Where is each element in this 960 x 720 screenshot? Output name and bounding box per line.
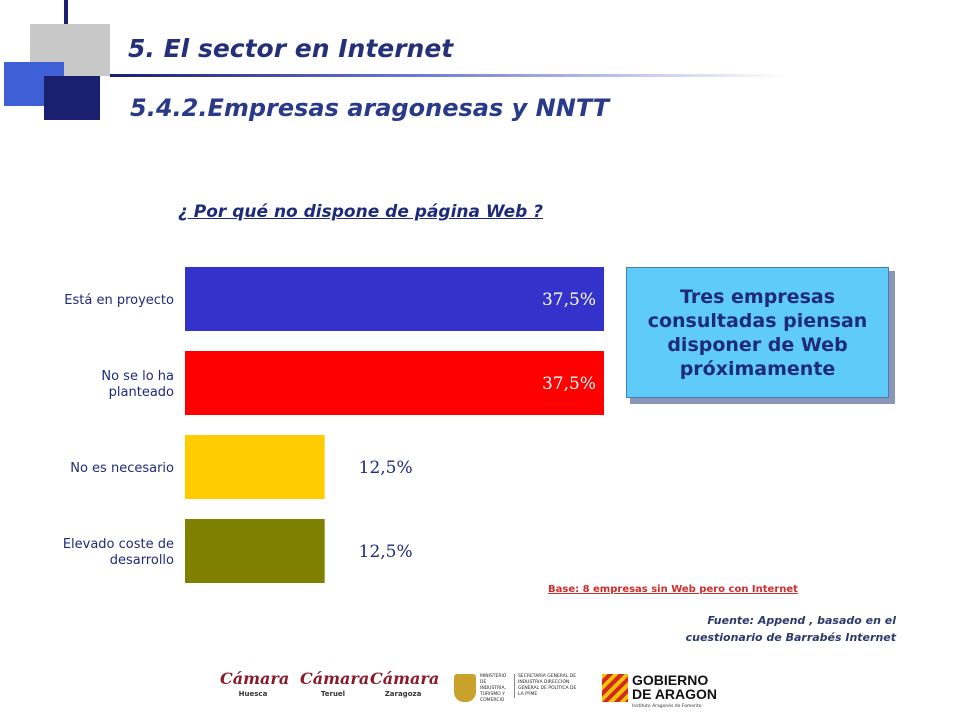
gobierno-wordmark: GOBIERNO DE ARAGON xyxy=(632,673,717,701)
ministerio-text: MINISTERIO DE INDUSTRIA, TURISMO Y COMER… xyxy=(480,674,507,703)
data-label-3: 12,5% xyxy=(359,542,413,562)
page-subtitle: 5.4.2.Empresas aragonesas y NNTT xyxy=(130,94,610,122)
secretaria-text: SECRETARÍA GENERAL DE INDUSTRIA DIRECCIÓ… xyxy=(514,674,578,698)
category-label-3: Elevado coste de desarrollo xyxy=(63,537,174,568)
gobierno-line-2: DE ARAGON xyxy=(632,686,718,702)
category-label-2: No es necesario xyxy=(70,461,174,476)
gobierno-institute: Instituto Aragonés de Fomento xyxy=(632,704,702,709)
camara-city: Huesca xyxy=(238,690,268,698)
ministerio-logo: MINISTERIO DE INDUSTRIA, TURISMO Y COMER… xyxy=(454,670,590,708)
camara-word: Cámara xyxy=(220,669,290,688)
callout-box: Tres empresas consultadas piensan dispon… xyxy=(626,267,889,398)
decorative-header-rule xyxy=(110,74,790,77)
camara-zaragoza-logo: Cámara Zaragoza xyxy=(370,669,440,699)
sponsor-logos: Cámara Huesca Cámara Teruel Cámara Zarag… xyxy=(220,670,720,714)
data-label-0: 37,5% xyxy=(542,290,596,310)
source-line-2: cuestionario de Barrabés Internet xyxy=(685,631,896,644)
source-line-1: Fuente: Append , basado en el xyxy=(707,614,896,627)
spain-shield-icon xyxy=(454,674,476,702)
camara-city: Teruel xyxy=(320,690,346,698)
data-label-1: 37,5% xyxy=(542,374,596,394)
camara-huesca-logo: Cámara Huesca xyxy=(220,669,290,699)
bar-0 xyxy=(185,267,604,331)
data-label-2: 12,5% xyxy=(359,458,413,478)
aragon-flag-icon xyxy=(602,674,628,702)
gobierno-aragon-logo: GOBIERNO DE ARAGON Instituto Aragonés de… xyxy=(602,670,722,714)
category-label-1: No se lo ha planteado xyxy=(101,369,174,400)
bar-1 xyxy=(185,351,604,415)
decorative-navy-square xyxy=(44,76,100,120)
camara-city: Zaragoza xyxy=(384,690,422,698)
chart-question: ¿ Por qué no dispone de página Web ? xyxy=(178,202,544,222)
category-label-0: Está en proyecto xyxy=(64,293,174,308)
gobierno-line-1: GOBIERNO xyxy=(632,672,709,688)
base-note-link[interactable]: Base: 8 empresas sin Web pero con Intern… xyxy=(548,584,798,595)
source-note: Fuente: Append , basado en el cuestionar… xyxy=(686,612,896,646)
camara-word: Cámara xyxy=(370,669,440,688)
page-title: 5. El sector en Internet xyxy=(128,34,454,63)
camara-teruel-logo: Cámara Teruel xyxy=(300,669,370,699)
bar-chart: 37,5% Está en proyecto 37,5% No se lo ha pla… xyxy=(63,267,604,583)
camara-word: Cámara xyxy=(300,669,370,688)
bar-3 xyxy=(185,519,325,583)
bar-2 xyxy=(185,435,325,499)
